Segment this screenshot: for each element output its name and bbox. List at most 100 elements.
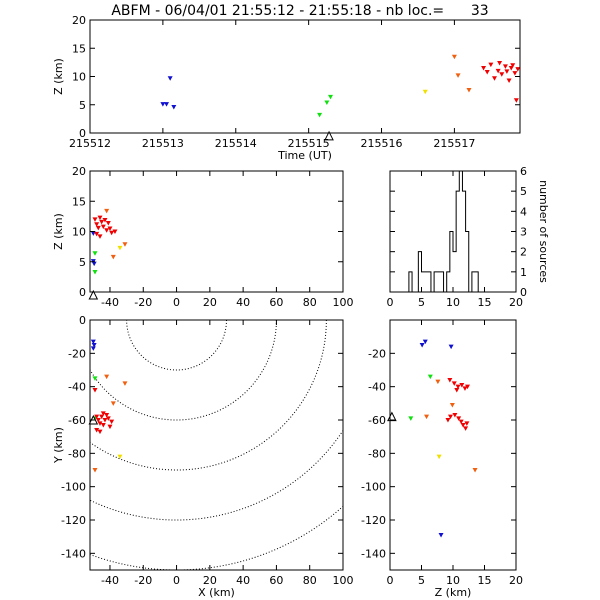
- plan-view-point: [104, 374, 110, 380]
- x-height-xtick-label: -40: [101, 296, 119, 309]
- height-y-point: [422, 339, 428, 345]
- height-y-ytick-label: -80: [368, 447, 386, 460]
- time-height-point: [422, 89, 428, 95]
- x-height-point: [117, 245, 123, 251]
- height-y-point: [459, 383, 465, 388]
- plan-view-ytick-label: -120: [61, 514, 86, 527]
- time-height-xtick-label: 215516: [361, 137, 403, 150]
- time-height-point: [504, 69, 510, 74]
- plan-view-xtick-label: 40: [236, 574, 250, 587]
- x-height-ylabel: Z (km): [52, 213, 65, 250]
- range-ring: [126, 320, 227, 371]
- plan-view-ytick-label: 0: [79, 314, 86, 327]
- time-height-xlabel: Time (UT): [277, 149, 332, 162]
- x-height-point: [100, 224, 106, 230]
- height-y-point: [454, 388, 460, 393]
- time-height-point: [324, 100, 330, 105]
- time-height-xtick-label: 215517: [433, 137, 475, 150]
- height-y-point: [460, 423, 466, 428]
- x-height-ytick-label: 20: [72, 165, 86, 178]
- time-height-xtick-label: 215515: [288, 137, 330, 150]
- time-height-ytick-label: 0: [79, 127, 86, 140]
- time-height-point: [510, 63, 516, 68]
- time-height-station-marker: [324, 130, 334, 141]
- height-histogram-xtick-label: 5: [418, 296, 425, 309]
- height-y-ytick-label: -20: [368, 347, 386, 360]
- x-height-frame: [89, 170, 344, 293]
- time-height-frame: [89, 19, 521, 134]
- plan-view-point: [94, 428, 100, 433]
- range-ring: [90, 320, 277, 421]
- height-y-point: [462, 386, 468, 391]
- plan-view-point: [92, 388, 98, 393]
- time-height-point: [513, 98, 519, 103]
- plan-view-xtick-label: 0: [173, 574, 180, 587]
- height-y-xtick-label: 0: [387, 574, 394, 587]
- chart-title: ABFM - 06/04/01 21:55:12 - 21:55:18 - nb…: [111, 3, 489, 19]
- plan-view-xtick-label: 100: [333, 574, 354, 587]
- height-y-point: [438, 533, 444, 538]
- height-histogram-xtick-label: 0: [387, 296, 394, 309]
- x-height-station-marker: [88, 289, 99, 300]
- time-height-point: [512, 71, 518, 76]
- plan-view-ytick-label: -20: [68, 347, 86, 360]
- height-y-point: [408, 416, 414, 421]
- x-height-xtick-label: 40: [236, 296, 250, 309]
- height-y-point: [424, 414, 430, 420]
- time-height-point: [171, 105, 177, 110]
- x-height-ytick-label: 10: [72, 226, 86, 239]
- height-y-xtick-label: 15: [478, 574, 492, 587]
- x-height-point: [99, 219, 105, 225]
- height-y-ytick-label: -140: [361, 547, 386, 560]
- plan-view-point: [107, 424, 113, 430]
- height-histogram-ytick-label: 4: [520, 205, 527, 218]
- height-y-ytick-label: -60: [368, 414, 386, 427]
- time-height-point: [164, 102, 170, 107]
- height-histogram-ytick-label: 6: [520, 165, 527, 178]
- height-y-station-marker: [387, 411, 397, 422]
- time-height-point: [502, 64, 508, 69]
- x-height-point: [94, 222, 100, 227]
- x-height-point: [91, 261, 97, 267]
- x-height-xtick-label: 100: [333, 296, 354, 309]
- height-y-point: [472, 468, 478, 473]
- height-histogram-ytick-label: 1: [520, 266, 527, 279]
- x-height-point: [110, 254, 116, 260]
- x-height-ytick-label: 5: [79, 256, 86, 269]
- x-height-point: [105, 221, 111, 226]
- plan-view-xtick-label: 60: [269, 574, 283, 587]
- height-y-point: [448, 344, 454, 350]
- time-height-point: [488, 62, 494, 68]
- time-height-ytick-label: 20: [72, 14, 86, 27]
- height-y-point: [455, 384, 461, 390]
- height-y-xlabel: Z (km): [435, 586, 472, 599]
- plan-view-point: [117, 454, 123, 460]
- x-height-xtick-label: 60: [269, 296, 283, 309]
- plan-view-point: [99, 414, 105, 420]
- height-y-frame: [389, 319, 517, 571]
- height-y-xtick-label: 10: [446, 574, 460, 587]
- height-y-point: [451, 381, 457, 386]
- height-y-point: [436, 454, 442, 460]
- x-height-point: [97, 234, 103, 239]
- x-height-point: [92, 270, 98, 275]
- time-height-point: [466, 88, 472, 93]
- x-height-point: [107, 226, 113, 231]
- plan-view-xlabel: X (km): [198, 586, 235, 599]
- height-y-xtick-label: 20: [509, 574, 523, 587]
- x-height-point: [94, 231, 100, 237]
- time-height-point: [506, 78, 512, 83]
- plan-view-ytick-label: -60: [68, 414, 86, 427]
- x-height-xtick-label: 0: [173, 296, 180, 309]
- height-histogram-ytick-label: 5: [520, 185, 527, 198]
- plan-view-point: [102, 418, 108, 423]
- time-height-point: [499, 72, 505, 77]
- plan-view-point: [91, 343, 97, 348]
- plan-view-point: [95, 418, 101, 423]
- x-height-xtick-label: 80: [303, 296, 317, 309]
- height-histogram-ytick-label: 2: [520, 246, 527, 259]
- plan-view-point: [92, 468, 98, 473]
- height-y-point: [452, 413, 458, 418]
- height-y-ytick-label: -100: [361, 481, 386, 494]
- x-height-xtick-label: 20: [203, 296, 217, 309]
